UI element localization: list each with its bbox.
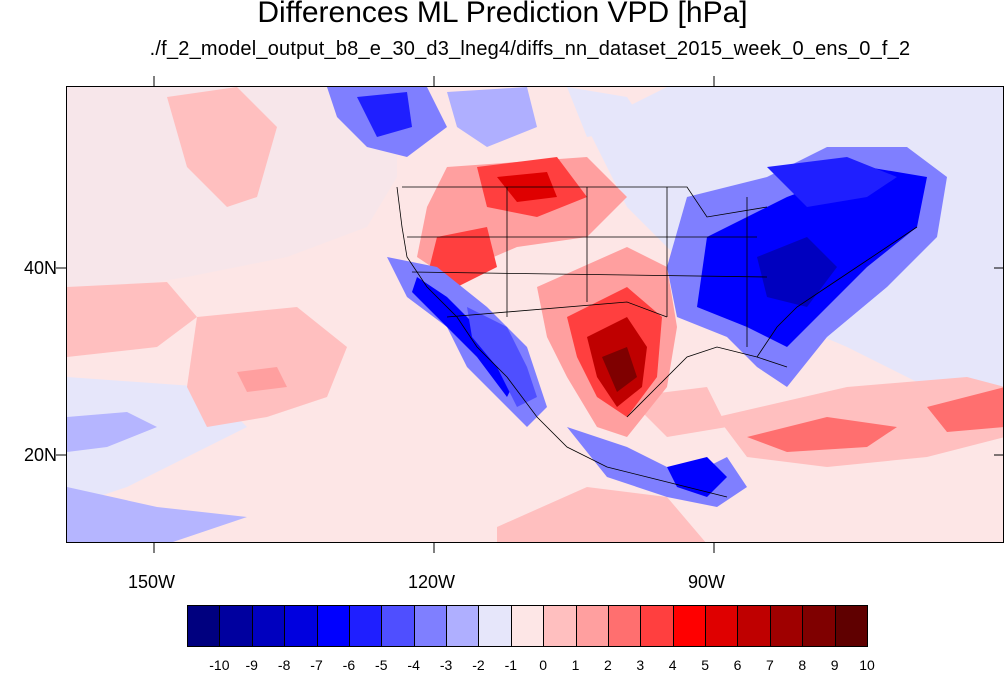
colorbar-swatch <box>737 605 771 647</box>
colorbar-swatch <box>640 605 674 647</box>
colorbar-tick-label: 6 <box>733 657 742 673</box>
colorbar-swatch <box>478 605 512 647</box>
map-subtitle: ./f_2_model_output_b8_e_30_d3_lneg4/diff… <box>149 38 911 60</box>
x-tick-label: 150W <box>128 572 176 592</box>
colorbar-tick-label: -4 <box>407 657 420 673</box>
colorbar-swatch <box>672 605 707 647</box>
x-tick-label: 120W <box>408 572 456 592</box>
colorbar-tick-label: -10 <box>209 657 230 673</box>
colorbar-tick-label: -9 <box>245 657 258 673</box>
colorbar-swatch <box>413 605 448 647</box>
colorbar-tick-label: -6 <box>342 657 356 673</box>
map-plot-area <box>66 86 1004 543</box>
colorbar-swatch <box>769 605 804 647</box>
colorbar-tick-label: 8 <box>798 657 807 673</box>
colorbar-tick-label: -7 <box>310 657 323 673</box>
colorbar-tick-label: 2 <box>604 657 612 673</box>
colorbar-tick-label: 5 <box>701 657 709 673</box>
colorbar-swatch <box>802 605 836 647</box>
colorbar-tick-label: -8 <box>277 657 291 673</box>
colorbar-tick-label: -5 <box>375 657 388 673</box>
vpd-difference-field <box>67 87 1003 542</box>
colorbar-tick-label: -2 <box>472 657 485 673</box>
colorbar-tick-label: 10 <box>859 657 875 673</box>
y-tick-label: 20N <box>24 445 58 465</box>
colorbar-swatch <box>543 605 577 647</box>
x-tick-label: 90W <box>688 572 726 592</box>
colorbar-tick-label: -3 <box>439 657 453 673</box>
colorbar-swatch <box>284 605 318 647</box>
y-tick-label: 40N <box>24 258 58 278</box>
colorbar-swatch <box>251 605 286 647</box>
colorbar-tick-label: -1 <box>504 657 518 673</box>
colorbar-swatch <box>316 605 350 647</box>
colorbar-swatch <box>446 605 480 647</box>
colorbar-swatch <box>381 605 415 647</box>
colorbar-tick-label: 3 <box>636 657 645 673</box>
colorbar-swatch <box>187 605 221 647</box>
colorbar-swatch <box>348 605 383 647</box>
colorbar-tick-label: 0 <box>539 657 548 673</box>
colorbar-swatch <box>510 605 545 647</box>
colorbar-tick-label: 4 <box>668 657 677 673</box>
colorbar-swatch <box>834 605 868 647</box>
colorbar-swatch <box>705 605 739 647</box>
colorbar-swatch <box>607 605 642 647</box>
map-title: Differences ML Prediction VPD [hPa] <box>257 0 748 29</box>
colorbar-swatch <box>575 605 609 647</box>
colorbar-tick-label: 9 <box>830 657 839 673</box>
colorbar-swatch <box>219 605 253 647</box>
colorbar-tick-label: 7 <box>765 657 774 673</box>
colorbar-tick-label: 1 <box>571 657 580 673</box>
colorbar <box>187 605 868 647</box>
